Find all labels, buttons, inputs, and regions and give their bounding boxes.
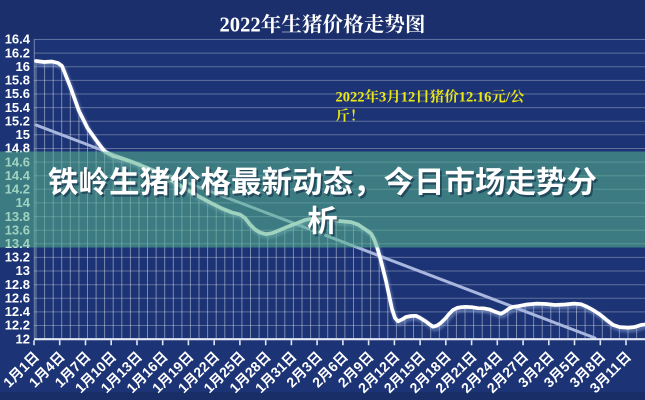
svg-text:16.2: 16.2	[5, 45, 30, 60]
svg-text:16.4: 16.4	[5, 32, 31, 47]
svg-text:12: 12	[401, 90, 416, 106]
svg-text:13.2: 13.2	[5, 250, 30, 265]
svg-text:12.2: 12.2	[5, 318, 30, 333]
svg-text:15.2: 15.2	[5, 113, 30, 128]
svg-text:15: 15	[16, 127, 30, 142]
svg-text:3: 3	[379, 90, 386, 106]
svg-text:12.6: 12.6	[5, 291, 30, 306]
svg-text:2022: 2022	[336, 90, 365, 106]
svg-text:15.4: 15.4	[5, 100, 31, 115]
svg-text:12.4: 12.4	[5, 304, 31, 319]
svg-text:2022: 2022	[220, 15, 261, 37]
svg-text:12: 12	[16, 331, 30, 346]
svg-text:12.16: 12.16	[459, 90, 492, 106]
svg-text:16: 16	[16, 59, 30, 74]
svg-text:13: 13	[16, 263, 30, 278]
svg-text:/: /	[505, 90, 511, 106]
svg-text:15.6: 15.6	[5, 86, 30, 101]
svg-text:12.8: 12.8	[5, 277, 30, 292]
svg-text:15.8: 15.8	[5, 73, 30, 88]
